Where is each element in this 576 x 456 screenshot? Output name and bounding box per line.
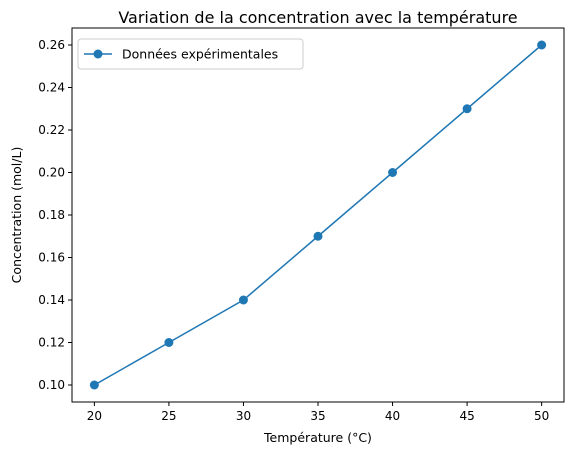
x-tick-label: 35 bbox=[310, 409, 325, 423]
x-tick-label: 45 bbox=[459, 409, 474, 423]
y-tick-label: 0.14 bbox=[38, 293, 65, 307]
data-point bbox=[388, 168, 397, 177]
x-tick-label: 20 bbox=[87, 409, 102, 423]
y-tick-label: 0.20 bbox=[38, 166, 65, 180]
legend: Données expérimentales bbox=[78, 39, 303, 69]
legend-label: Données expérimentales bbox=[122, 47, 278, 62]
data-point bbox=[164, 338, 173, 347]
x-tick-label: 40 bbox=[385, 409, 400, 423]
y-tick-label: 0.18 bbox=[38, 208, 65, 222]
x-axis-label: Température (°C) bbox=[263, 430, 372, 445]
y-tick-label: 0.24 bbox=[38, 81, 65, 95]
y-tick-label: 0.12 bbox=[38, 336, 65, 350]
y-tick-label: 0.16 bbox=[38, 251, 65, 265]
data-point bbox=[239, 296, 248, 305]
x-tick-label: 50 bbox=[534, 409, 549, 423]
x-tick-label: 30 bbox=[236, 409, 251, 423]
y-tick-label: 0.22 bbox=[38, 123, 65, 137]
data-point bbox=[314, 232, 323, 241]
data-point bbox=[537, 41, 546, 50]
y-axis-label: Concentration (mol/L) bbox=[9, 147, 24, 284]
legend-marker-swatch bbox=[94, 50, 103, 59]
x-tick-label: 25 bbox=[161, 409, 176, 423]
chart-title: Variation de la concentration avec la te… bbox=[118, 8, 517, 27]
y-tick-label: 0.26 bbox=[38, 38, 65, 52]
data-point bbox=[463, 104, 472, 113]
data-point bbox=[90, 381, 99, 390]
y-tick-label: 0.10 bbox=[38, 378, 65, 392]
